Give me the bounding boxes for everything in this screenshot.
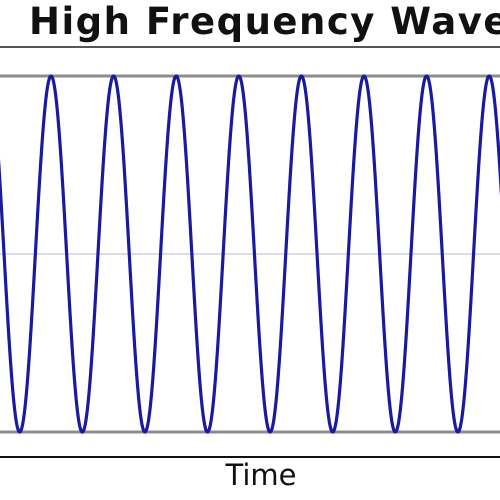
x-axis-label: Time (225, 458, 297, 492)
wave-series-line (0, 74, 500, 434)
chart-title: High Frequency Wave (29, 0, 500, 43)
